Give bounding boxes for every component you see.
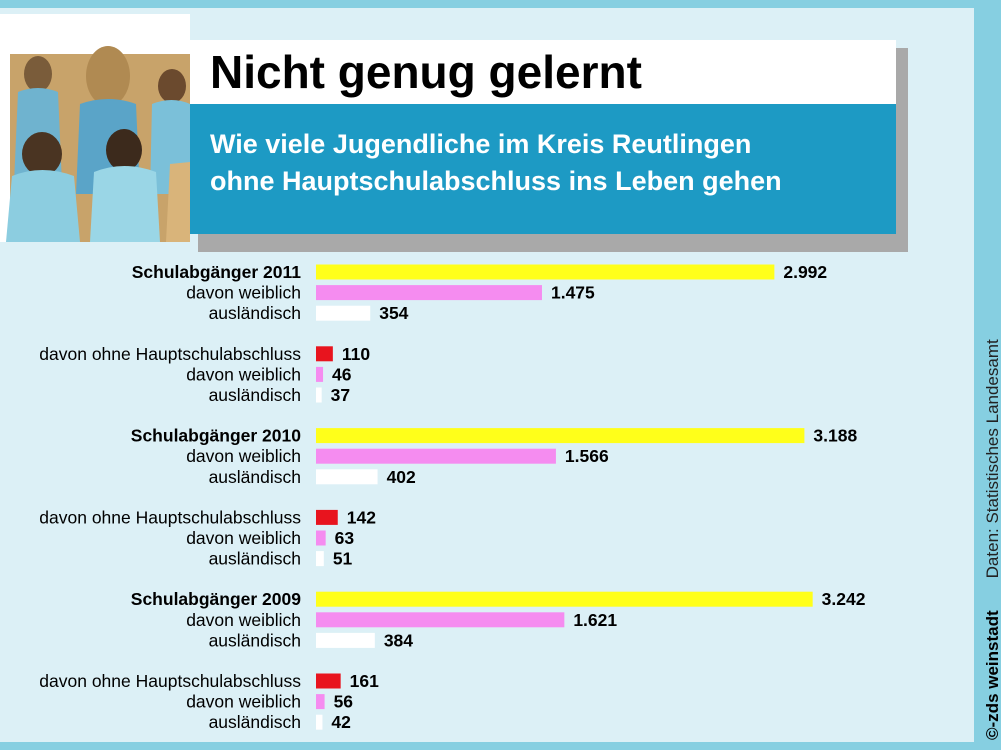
value-label: 2.992 xyxy=(783,262,827,282)
bar-weiblich-g3-r1 xyxy=(316,530,326,546)
category-label: davon ohne Hauptschulabschluss xyxy=(39,344,301,364)
value-label: 42 xyxy=(331,712,351,732)
category-label: ausländisch xyxy=(209,385,301,405)
chart-subtitle: Wie viele Jugendliche im Kreis Reutlinge… xyxy=(210,129,782,196)
category-label: Schulabgänger 2011 xyxy=(132,262,302,282)
value-label: 51 xyxy=(333,549,353,569)
category-label: ausländisch xyxy=(209,630,301,650)
bar-gesamt-g4-r0 xyxy=(316,591,813,607)
value-label: 1.475 xyxy=(551,283,595,303)
value-label: 1.566 xyxy=(565,446,609,466)
category-label: davon weiblich xyxy=(186,610,301,630)
bar-weiblich-g4-r1 xyxy=(316,612,565,628)
bar-ohne_abschluss-g3-r0 xyxy=(316,509,338,525)
value-label: 56 xyxy=(334,692,354,712)
value-label: 402 xyxy=(387,467,416,487)
category-label: ausländisch xyxy=(209,712,301,732)
value-label: 37 xyxy=(331,385,350,405)
header-photo xyxy=(0,14,190,242)
value-label: 384 xyxy=(384,630,413,650)
category-label: davon weiblich xyxy=(186,528,301,548)
bar-ohne_abschluss-g1-r0 xyxy=(316,346,333,362)
value-label: 110 xyxy=(342,344,370,364)
credit-line: ©-zds weinstadt Daten: Statistisches Lan… xyxy=(975,260,1001,740)
value-label: 46 xyxy=(332,364,352,384)
bar-weiblich-g0-r1 xyxy=(316,285,542,301)
category-label: ausländisch xyxy=(209,303,301,323)
bar-weiblich-g1-r1 xyxy=(316,366,324,382)
bar-gesamt-g0-r0 xyxy=(316,264,775,280)
category-label: davon weiblich xyxy=(186,283,301,303)
title-box xyxy=(190,40,896,104)
category-label: davon ohne Hauptschulabschluss xyxy=(39,671,301,691)
agency-credit: ©-zds weinstadt xyxy=(983,610,1001,740)
value-label: 1.621 xyxy=(573,610,617,630)
category-label: davon ohne Hauptschulabschluss xyxy=(39,507,301,527)
category-label: davon weiblich xyxy=(186,364,301,384)
value-label: 354 xyxy=(379,303,408,323)
value-label: 3.242 xyxy=(822,589,866,609)
students-photo-illustration xyxy=(0,14,190,242)
bar-gesamt-g2-r0 xyxy=(316,428,805,444)
bar-auslaendisch-g1-r2 xyxy=(316,387,322,403)
value-label: 142 xyxy=(347,507,376,527)
bar-weiblich-g2-r1 xyxy=(316,448,556,464)
data-source: Daten: Statistisches Landesamt xyxy=(983,339,1001,579)
bar-auslaendisch-g0-r2 xyxy=(316,305,371,321)
bar-auslaendisch-g5-r2 xyxy=(316,714,323,730)
bar-auslaendisch-g4-r2 xyxy=(316,632,375,648)
category-label: Schulabgänger 2009 xyxy=(131,589,301,609)
bar-auslaendisch-g2-r2 xyxy=(316,469,378,485)
category-label: davon weiblich xyxy=(186,446,301,466)
bar-ohne_abschluss-g5-r0 xyxy=(316,673,341,689)
bar-weiblich-g5-r1 xyxy=(316,694,325,710)
value-label: 3.188 xyxy=(813,426,857,446)
category-label: davon weiblich xyxy=(186,692,301,712)
value-label: 161 xyxy=(350,671,379,691)
subtitle-box xyxy=(190,104,896,234)
value-label: 63 xyxy=(335,528,355,548)
category-label: ausländisch xyxy=(209,549,301,569)
chart-title: Nicht genug gelernt xyxy=(210,46,642,98)
category-label: ausländisch xyxy=(209,467,301,487)
credit-area: ©-zds weinstadt Daten: Statistisches Lan… xyxy=(975,260,1001,740)
bar-auslaendisch-g3-r2 xyxy=(316,551,324,567)
category-label: Schulabgänger 2010 xyxy=(131,426,301,446)
